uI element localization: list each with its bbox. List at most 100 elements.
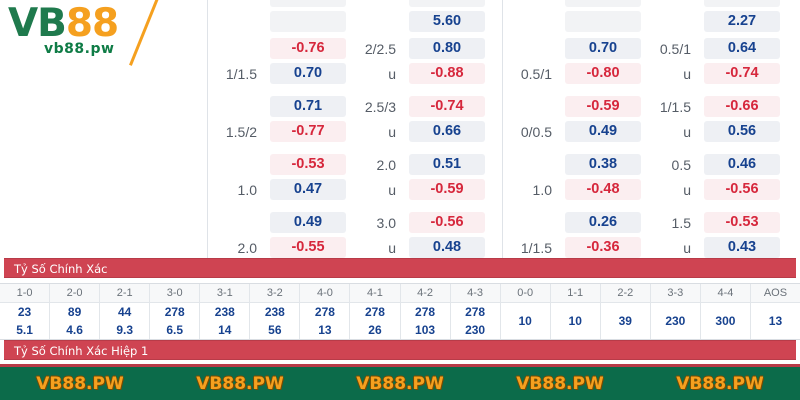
score-value[interactable]: 238 (214, 305, 235, 319)
score-column[interactable]: 3-0 278 6.5 (150, 284, 201, 339)
odds-cell[interactable]: -0.74 (704, 63, 780, 84)
score-value[interactable]: 278 (314, 305, 335, 319)
handicap-pair: 0.38 1.0 -0.48 (502, 154, 641, 200)
score-column[interactable]: 1-1 10 (550, 284, 601, 339)
odds-cell[interactable]: -0.48 (565, 179, 641, 200)
handicap-label: 1.0 (532, 181, 552, 198)
odds-cell[interactable]: 0.70 (270, 63, 346, 84)
odds-cell[interactable]: -0.56 (409, 212, 485, 233)
score-value[interactable]: 10 (568, 314, 582, 328)
score-column[interactable]: 4-2 278 103 (400, 284, 451, 339)
odds-group: 0.49 2.0 -0.55 3.0 -0.56 u 0.48 (207, 212, 502, 258)
score-column-header: 3-3 (650, 284, 700, 303)
score-value[interactable]: 278 (164, 305, 185, 319)
odds-cell[interactable]: 0.46 (704, 154, 780, 175)
score-column[interactable]: 2-1 44 9.3 (100, 284, 151, 339)
score-column-values: 278 13 (300, 303, 349, 339)
banner-brand-text: VB88.PW (36, 373, 124, 394)
score-value[interactable]: 89 (67, 305, 82, 319)
total-label: u (388, 65, 396, 82)
score-value[interactable]: 238 (264, 305, 285, 319)
score-value[interactable]: 103 (415, 323, 436, 337)
odds-cell[interactable]: -0.36 (565, 237, 641, 258)
score-value[interactable]: 14 (218, 323, 232, 337)
banner-brand-text: VB88.PW (356, 373, 444, 394)
score-value[interactable]: 300 (715, 314, 736, 328)
odds-cell[interactable]: -0.55 (270, 237, 346, 258)
odds-cell[interactable]: -0.74 (409, 96, 485, 117)
score-column-header: 4-0 (300, 284, 350, 303)
odds-cell[interactable]: -0.56 (704, 179, 780, 200)
spacer (641, 96, 651, 142)
odds-cell[interactable]: -0.59 (409, 179, 485, 200)
score-value[interactable]: 56 (268, 323, 282, 337)
score-value[interactable]: 4.6 (66, 323, 83, 337)
score-value[interactable]: 9.3 (116, 323, 133, 337)
score-column-values: 39 (601, 303, 650, 339)
odds-cell[interactable]: 0.64 (704, 38, 780, 59)
vb88-logo[interactable]: VB88 vb88.pw (8, 0, 159, 66)
odds-cell[interactable]: 0.56 (704, 121, 780, 142)
correct-score-grid: 1-0 23 5.1 2-0 89 4.6 2-1 44 9.3 3-0 278 6.5 3-1 238 1… (0, 283, 800, 340)
odds-cell[interactable]: 0.48 (409, 237, 485, 258)
odds-cell[interactable]: 0.66 (409, 121, 485, 142)
total-label: u (683, 123, 691, 140)
odds-cell[interactable]: 0.80 (409, 38, 485, 59)
odds-cell[interactable]: 0.49 (565, 121, 641, 142)
score-column[interactable]: 0-0 10 (500, 284, 551, 339)
section-header-correct-score-half1: Tỷ Số Chính Xác Hiệp 1 (4, 340, 796, 360)
odds-cell[interactable]: 0.71 (270, 96, 346, 117)
odds-cell[interactable]: 0.51 (409, 154, 485, 175)
odds-cell[interactable]: -0.66 (704, 96, 780, 117)
odds-cell[interactable]: 2.27 (704, 11, 780, 32)
score-column[interactable]: AOS 13 (750, 284, 800, 339)
odds-cell[interactable]: -0.59 (565, 96, 641, 117)
odds-row: 5.60 2.27 (207, 0, 800, 32)
score-column-values: 300 (701, 303, 750, 339)
odds-cell[interactable]: 0.43 (704, 237, 780, 258)
score-column[interactable]: 2-2 39 (600, 284, 651, 339)
score-column[interactable]: 3-1 238 14 (200, 284, 251, 339)
odds-cell[interactable]: 5.60 (409, 11, 485, 32)
score-value[interactable]: 230 (665, 314, 686, 328)
score-column-header: 4-1 (350, 284, 400, 303)
score-column-values: 10 (501, 303, 550, 339)
score-value[interactable]: 278 (415, 305, 436, 319)
score-column[interactable]: 2-0 89 4.6 (50, 284, 101, 339)
odds-cell[interactable]: 0.70 (565, 38, 641, 59)
score-value[interactable]: 10 (518, 314, 532, 328)
score-value[interactable]: 278 (465, 305, 486, 319)
odds-cell[interactable]: -0.76 (270, 38, 346, 59)
odds-cell[interactable]: 0.49 (270, 212, 346, 233)
odds-cell[interactable]: 0.38 (565, 154, 641, 175)
score-column[interactable]: 3-3 230 (650, 284, 701, 339)
score-column[interactable]: 4-3 278 230 (450, 284, 501, 339)
score-value[interactable]: 39 (618, 314, 632, 328)
odds-cell[interactable]: -0.53 (704, 212, 780, 233)
logo-88: 88 (65, 1, 119, 46)
score-value[interactable]: 26 (368, 323, 382, 337)
score-value[interactable]: 230 (465, 323, 486, 337)
score-column[interactable]: 3-2 238 56 (250, 284, 301, 339)
score-value[interactable]: 44 (117, 305, 132, 319)
odds-cell[interactable]: 0.47 (270, 179, 346, 200)
score-column[interactable]: 1-0 23 5.1 (0, 284, 51, 339)
score-column-values: 278 26 (350, 303, 399, 339)
odds-cell[interactable]: -0.77 (270, 121, 346, 142)
odds-cell[interactable]: 0.26 (565, 212, 641, 233)
score-value[interactable]: 13 (318, 323, 332, 337)
odds-cell[interactable]: -0.80 (565, 63, 641, 84)
score-value[interactable]: 13 (768, 314, 783, 328)
score-value[interactable]: 6.5 (166, 323, 184, 337)
handicap-label: 1/1.5 (225, 65, 257, 82)
total-label: u (683, 181, 691, 198)
handicap-label: 0.5/1 (520, 65, 552, 82)
score-value[interactable]: 278 (364, 305, 385, 319)
score-column[interactable]: 4-1 278 26 (350, 284, 401, 339)
odds-cell[interactable]: -0.88 (409, 63, 485, 84)
score-column[interactable]: 4-4 300 (700, 284, 751, 339)
score-value[interactable]: 23 (17, 305, 32, 319)
odds-cell[interactable]: -0.53 (270, 154, 346, 175)
score-column[interactable]: 4-0 278 13 (300, 284, 351, 339)
score-value[interactable]: 5.1 (16, 323, 33, 337)
